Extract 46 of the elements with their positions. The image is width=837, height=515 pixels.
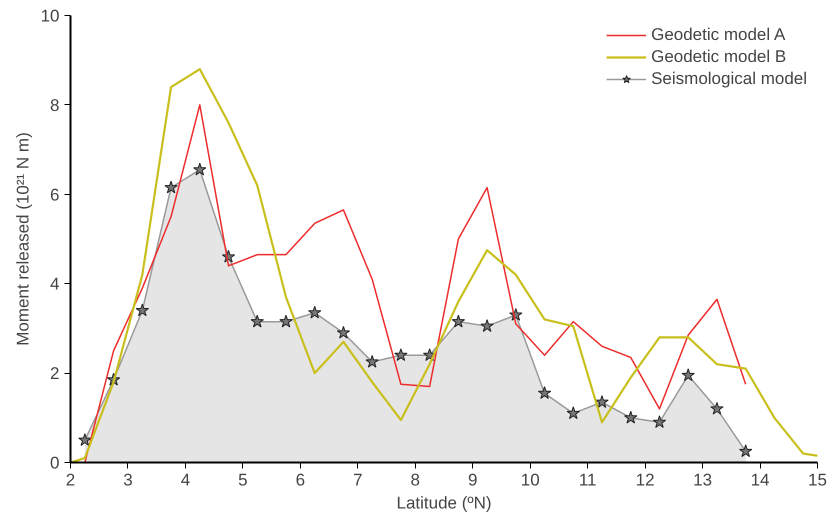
x-tick-label: 7 xyxy=(353,470,363,490)
point xyxy=(164,180,178,194)
x-tick-label: 3 xyxy=(123,470,133,490)
point xyxy=(652,415,666,428)
point xyxy=(336,326,350,339)
point xyxy=(193,162,206,176)
point xyxy=(595,395,609,408)
point xyxy=(538,386,552,399)
y-tick-label: 4 xyxy=(50,274,60,294)
point xyxy=(624,410,638,424)
point xyxy=(710,402,724,415)
point xyxy=(78,433,92,446)
point xyxy=(136,304,150,316)
legend-label: Geodetic model B xyxy=(651,47,786,67)
x-tick-label: 2 xyxy=(66,470,76,490)
point xyxy=(738,444,752,458)
y-tick-label: 8 xyxy=(50,96,60,115)
x-tick-label: 11 xyxy=(578,470,596,490)
y-tick-label: 6 xyxy=(50,185,60,204)
point xyxy=(365,354,379,368)
x-tick-label: 14 xyxy=(750,470,770,490)
line-series xyxy=(84,104,746,462)
x-tick-label: 15 xyxy=(808,470,827,490)
y-axis-title: Moment released (10²¹ N m) xyxy=(14,132,33,346)
legend-label: Seismological model xyxy=(651,69,807,89)
point xyxy=(480,319,494,332)
x-tick-label: 8 xyxy=(410,470,420,490)
x-tick-label: 13 xyxy=(693,470,712,490)
point xyxy=(250,314,264,328)
x-tick-label: 4 xyxy=(180,470,190,490)
y-tick-label: 2 xyxy=(50,364,60,384)
point xyxy=(452,314,466,328)
legend-label: Geodetic model A xyxy=(651,25,786,45)
x-tick-label: 5 xyxy=(238,470,248,490)
point xyxy=(308,306,322,319)
x-axis-title: Latitude (ºN) xyxy=(396,494,492,512)
point xyxy=(682,368,695,382)
point xyxy=(279,314,293,328)
point xyxy=(566,406,580,420)
x-tick-label: 12 xyxy=(636,470,655,490)
y-tick-label: 0 xyxy=(50,454,60,472)
x-tick-label: 6 xyxy=(296,470,306,490)
y-tick-label: 10 xyxy=(40,6,60,26)
point xyxy=(394,348,408,361)
x-tick-label: 9 xyxy=(468,470,478,490)
x-tick-label: 10 xyxy=(520,470,540,490)
